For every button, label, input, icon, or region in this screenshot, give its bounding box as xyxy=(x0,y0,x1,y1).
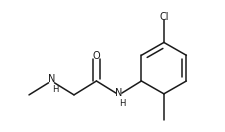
Text: N: N xyxy=(115,88,123,98)
Text: Cl: Cl xyxy=(159,12,169,22)
Text: N: N xyxy=(48,74,55,84)
Text: H: H xyxy=(120,99,126,108)
Text: H: H xyxy=(52,85,58,94)
Text: O: O xyxy=(93,51,100,61)
